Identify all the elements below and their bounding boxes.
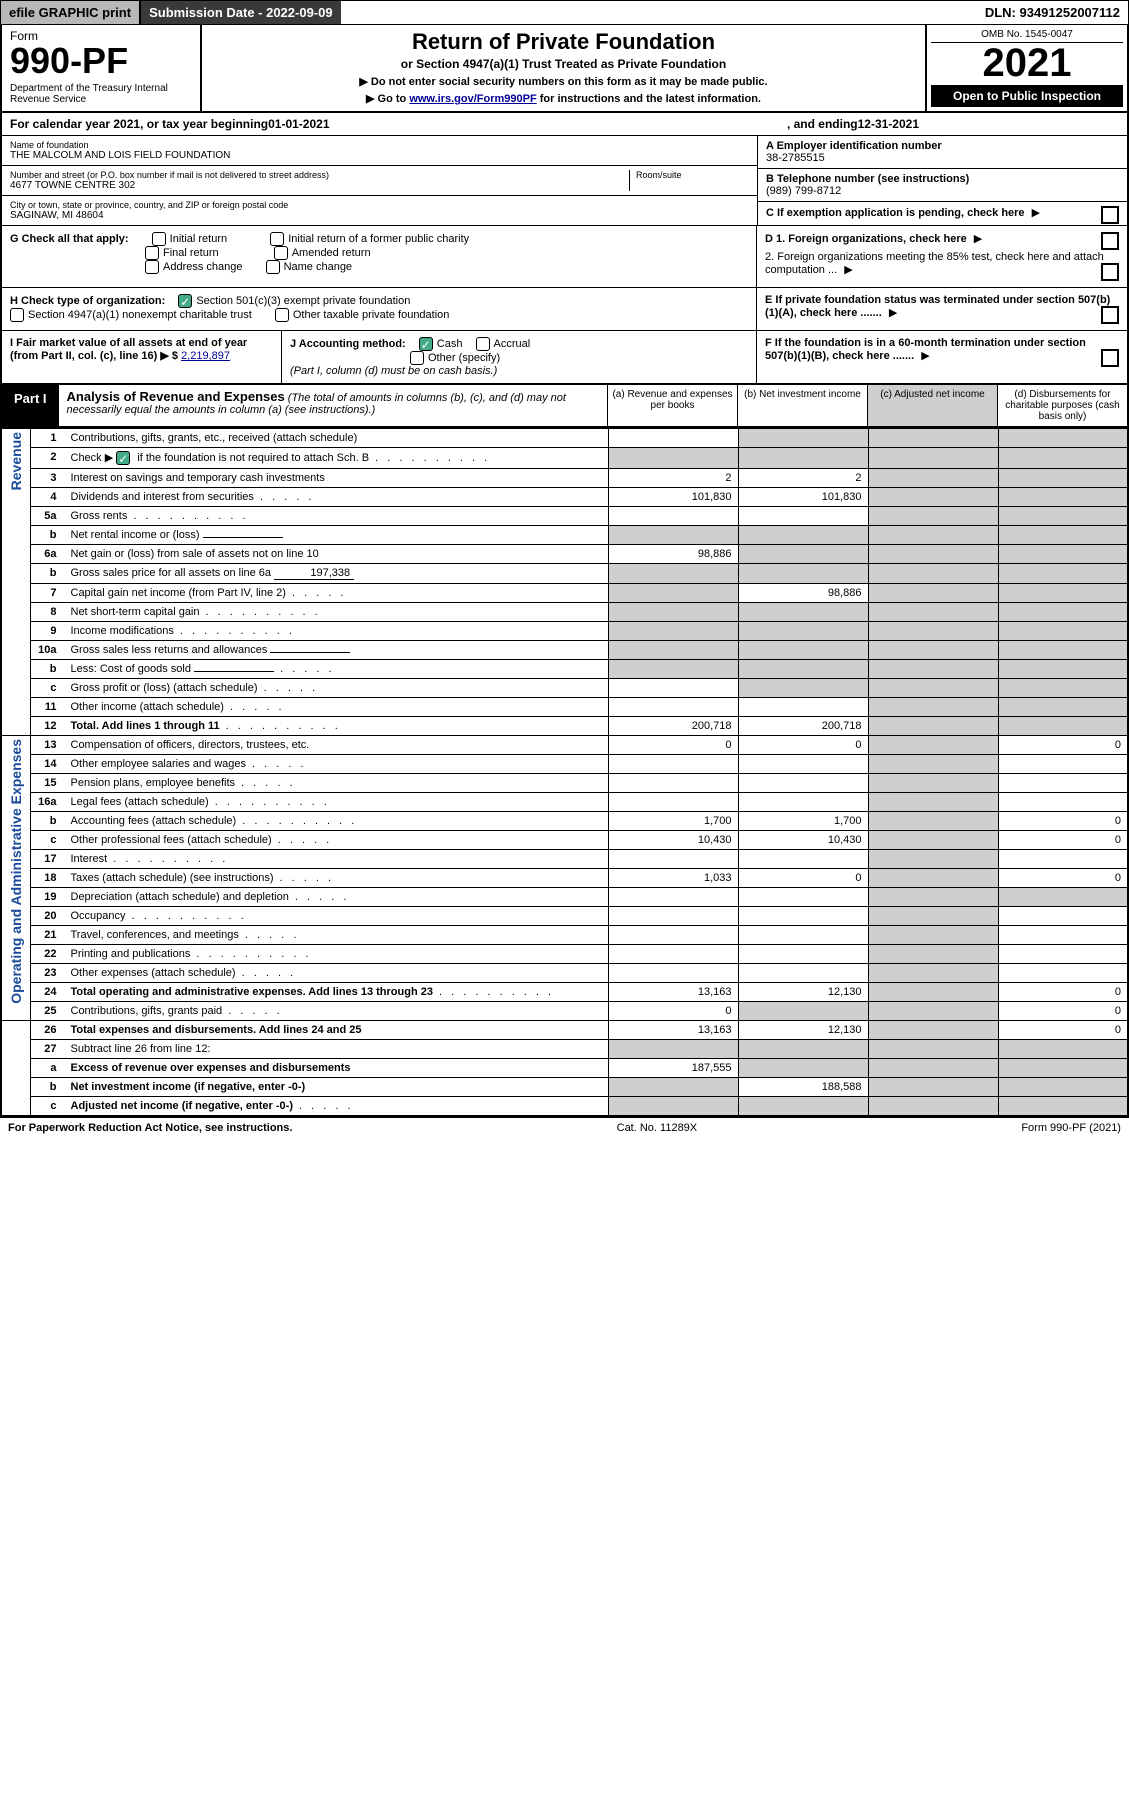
other-taxable-checkbox[interactable] xyxy=(275,308,289,322)
exemption-checkbox[interactable] xyxy=(1101,206,1119,224)
ein-value: 38-2785515 xyxy=(766,152,1119,164)
expenses-side-label: Operating and Administrative Expenses xyxy=(8,739,24,1004)
row-h-e: H Check type of organization: Section 50… xyxy=(0,288,1129,331)
d1-label: D 1. Foreign organizations, check here xyxy=(765,233,967,245)
name-label: Name of foundation xyxy=(10,140,749,150)
form-title: Return of Private Foundation xyxy=(210,29,917,55)
cash-checkbox[interactable] xyxy=(419,337,433,351)
d2-label: 2. Foreign organizations meeting the 85%… xyxy=(765,251,1104,276)
j-note: (Part I, column (d) must be on cash basi… xyxy=(290,365,497,377)
exemption-label: C If exemption application is pending, c… xyxy=(766,207,1025,219)
form-header: Form 990-PF Department of the Treasury I… xyxy=(0,25,1129,113)
page-footer: For Paperwork Reduction Act Notice, see … xyxy=(0,1117,1129,1138)
form-subtitle: or Section 4947(a)(1) Trust Treated as P… xyxy=(210,57,917,71)
sch-b-checkbox[interactable] xyxy=(116,451,130,465)
initial-former-checkbox[interactable] xyxy=(270,232,284,246)
e-checkbox[interactable] xyxy=(1101,306,1119,324)
phone-value: (989) 799-8712 xyxy=(766,185,1119,197)
col-d-header: (d) Disbursements for charitable purpose… xyxy=(997,385,1127,426)
part-1-header: Part I Analysis of Revenue and Expenses … xyxy=(0,384,1129,428)
city-label: City or town, state or province, country… xyxy=(10,200,749,210)
foundation-name: THE MALCOLM AND LOIS FIELD FOUNDATION xyxy=(10,150,749,161)
4947-checkbox[interactable] xyxy=(10,308,24,322)
city-state-zip: SAGINAW, MI 48604 xyxy=(10,210,749,221)
street-address: 4677 TOWNE CENTRE 302 xyxy=(10,180,629,191)
dln-value: DLN: 93491252007112 xyxy=(977,1,1128,24)
irs-link[interactable]: www.irs.gov/Form990PF xyxy=(409,93,536,105)
part-1-title: Analysis of Revenue and Expenses xyxy=(67,389,285,404)
part-1-tab: Part I xyxy=(2,385,59,426)
initial-return-checkbox[interactable] xyxy=(152,232,166,246)
fmv-value: 2,219,897 xyxy=(181,350,230,362)
efile-button[interactable]: efile GRAPHIC print xyxy=(1,1,141,24)
line-6b-inline-value: 197,338 xyxy=(274,567,354,580)
final-return-checkbox[interactable] xyxy=(145,246,159,260)
entity-info: Name of foundation THE MALCOLM AND LOIS … xyxy=(0,136,1129,226)
ein-label: A Employer identification number xyxy=(766,140,1119,152)
year-begin: 01-01-2021 xyxy=(268,117,329,131)
h-label: H Check type of organization: xyxy=(10,295,165,307)
addr-label: Number and street (or P.O. box number if… xyxy=(10,170,629,180)
paperwork-notice: For Paperwork Reduction Act Notice, see … xyxy=(8,1122,292,1134)
e-label: E If private foundation status was termi… xyxy=(765,294,1110,319)
d2-checkbox[interactable] xyxy=(1101,263,1119,281)
j-label: J Accounting method: xyxy=(290,338,406,350)
calendar-year-row: For calendar year 2021, or tax year begi… xyxy=(0,113,1129,136)
submission-date: Submission Date - 2022-09-09 xyxy=(141,1,341,24)
accrual-checkbox[interactable] xyxy=(476,337,490,351)
form-footer: Form 990-PF (2021) xyxy=(1021,1122,1121,1134)
note-link: ▶ Go to www.irs.gov/Form990PF for instru… xyxy=(210,92,917,105)
note-ssn: ▶ Do not enter social security numbers o… xyxy=(210,75,917,88)
revenue-side-label: Revenue xyxy=(8,432,24,490)
row-i-j-f: I Fair market value of all assets at end… xyxy=(0,331,1129,384)
form-number: 990-PF xyxy=(10,43,192,79)
part-1-table: Revenue 1Contributions, gifts, grants, e… xyxy=(0,428,1129,1117)
d1-checkbox[interactable] xyxy=(1101,232,1119,250)
dept-label: Department of the Treasury Internal Reve… xyxy=(10,83,192,105)
col-b-header: (b) Net investment income xyxy=(737,385,867,426)
tax-year: 2021 xyxy=(931,43,1123,83)
cat-number: Cat. No. 11289X xyxy=(617,1122,698,1134)
501c3-checkbox[interactable] xyxy=(178,294,192,308)
top-bar: efile GRAPHIC print Submission Date - 20… xyxy=(0,0,1129,25)
year-end: 12-31-2021 xyxy=(858,117,919,131)
col-a-header: (a) Revenue and expenses per books xyxy=(607,385,737,426)
g-label: G Check all that apply: xyxy=(10,233,129,245)
col-c-header: (c) Adjusted net income xyxy=(867,385,997,426)
name-change-checkbox[interactable] xyxy=(266,260,280,274)
open-public: Open to Public Inspection xyxy=(931,85,1123,107)
other-method-checkbox[interactable] xyxy=(410,351,424,365)
f-checkbox[interactable] xyxy=(1101,349,1119,367)
amended-return-checkbox[interactable] xyxy=(274,246,288,260)
room-label: Room/suite xyxy=(636,170,749,180)
address-change-checkbox[interactable] xyxy=(145,260,159,274)
row-g-d: G Check all that apply: Initial return I… xyxy=(0,226,1129,288)
phone-label: B Telephone number (see instructions) xyxy=(766,173,1119,185)
